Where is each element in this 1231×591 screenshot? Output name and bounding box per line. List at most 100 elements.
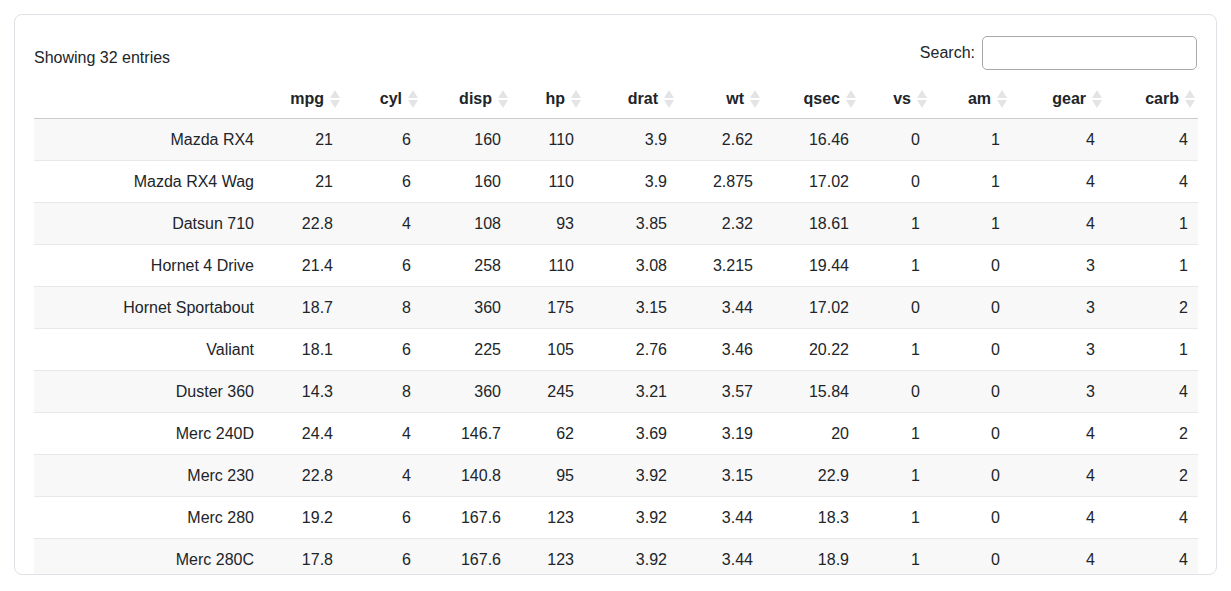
data-cell: 2.875 xyxy=(677,161,763,203)
data-cell: 4 xyxy=(343,455,421,497)
column-header-disp[interactable]: disp xyxy=(421,81,511,119)
column-header-carb[interactable]: carb xyxy=(1105,81,1198,119)
table-row: Merc 28019.26167.61233.923.4418.31044 xyxy=(34,497,1198,539)
data-cell: 167.6 xyxy=(421,497,511,539)
data-cell: 3 xyxy=(1010,287,1105,329)
search-input[interactable] xyxy=(982,36,1197,70)
data-cell: 95 xyxy=(511,455,584,497)
data-cell: 0 xyxy=(859,161,930,203)
column-header-wt[interactable]: wt xyxy=(677,81,763,119)
data-cell: 160 xyxy=(421,161,511,203)
row-name-cell: Hornet 4 Drive xyxy=(34,245,264,287)
data-cell: 17.02 xyxy=(763,287,859,329)
table-row: Mazda RX42161601103.92.6216.460144 xyxy=(34,119,1198,161)
data-cell: 6 xyxy=(343,497,421,539)
data-cell: 0 xyxy=(930,455,1010,497)
data-cell: 123 xyxy=(511,497,584,539)
table-row: Merc 280C17.86167.61233.923.4418.91044 xyxy=(34,539,1198,576)
data-cell: 1 xyxy=(930,203,1010,245)
column-label: qsec xyxy=(804,89,840,108)
data-cell: 0 xyxy=(930,497,1010,539)
data-cell: 93 xyxy=(511,203,584,245)
data-cell: 0 xyxy=(859,287,930,329)
sort-both-icon xyxy=(663,90,675,108)
data-cell: 1 xyxy=(1105,203,1198,245)
column-label: wt xyxy=(726,89,744,108)
data-cell: 14.3 xyxy=(264,371,343,413)
data-cell: 4 xyxy=(1105,497,1198,539)
column-header-qsec[interactable]: qsec xyxy=(763,81,859,119)
data-cell: 4 xyxy=(343,413,421,455)
data-cell: 3.92 xyxy=(584,455,677,497)
data-cell: 110 xyxy=(511,245,584,287)
column-header-gear[interactable]: gear xyxy=(1010,81,1105,119)
search-label: Search: xyxy=(920,44,975,62)
data-cell: 0 xyxy=(930,539,1010,576)
data-cell: 3 xyxy=(1010,371,1105,413)
data-cell: 21 xyxy=(264,119,343,161)
sort-both-icon xyxy=(497,90,509,108)
data-cell: 4 xyxy=(1010,539,1105,576)
row-name-column-header xyxy=(34,81,264,119)
column-header-mpg[interactable]: mpg xyxy=(264,81,343,119)
data-cell: 3.92 xyxy=(584,497,677,539)
data-cell: 0 xyxy=(930,371,1010,413)
data-cell: 0 xyxy=(930,413,1010,455)
data-cell: 21 xyxy=(264,161,343,203)
column-label: am xyxy=(968,89,991,108)
data-cell: 1 xyxy=(859,329,930,371)
table-row: Hornet Sportabout18.783601753.153.4417.0… xyxy=(34,287,1198,329)
data-cell: 123 xyxy=(511,539,584,576)
column-header-cyl[interactable]: cyl xyxy=(343,81,421,119)
data-cell: 3.9 xyxy=(584,161,677,203)
table-row: Merc 23022.84140.8953.923.1522.91042 xyxy=(34,455,1198,497)
data-cell: 3.57 xyxy=(677,371,763,413)
data-cell: 3.85 xyxy=(584,203,677,245)
data-cell: 3.08 xyxy=(584,245,677,287)
column-header-drat[interactable]: drat xyxy=(584,81,677,119)
data-cell: 3 xyxy=(1010,329,1105,371)
table-row: Duster 36014.383602453.213.5715.840034 xyxy=(34,371,1198,413)
data-cell: 110 xyxy=(511,161,584,203)
data-cell: 3.21 xyxy=(584,371,677,413)
data-cell: 2 xyxy=(1105,413,1198,455)
data-cell: 2.32 xyxy=(677,203,763,245)
data-cell: 24.4 xyxy=(264,413,343,455)
data-cell: 6 xyxy=(343,329,421,371)
entries-info: Showing 32 entries xyxy=(34,39,170,67)
sort-both-icon xyxy=(749,90,761,108)
data-cell: 3.15 xyxy=(584,287,677,329)
data-cell: 4 xyxy=(343,203,421,245)
data-cell: 360 xyxy=(421,287,511,329)
data-cell: 1 xyxy=(1105,329,1198,371)
data-cell: 3.44 xyxy=(677,539,763,576)
data-cell: 3.69 xyxy=(584,413,677,455)
data-cell: 2.76 xyxy=(584,329,677,371)
data-cell: 1 xyxy=(859,497,930,539)
sort-both-icon xyxy=(570,90,582,108)
data-cell: 3.15 xyxy=(677,455,763,497)
sort-both-icon xyxy=(845,90,857,108)
sort-both-icon xyxy=(329,90,341,108)
header-row: mpgcyldisphpdrat wt qsecvs amgearcarb xyxy=(34,81,1198,119)
data-cell: 140.8 xyxy=(421,455,511,497)
row-name-cell: Merc 230 xyxy=(34,455,264,497)
data-cell: 3.46 xyxy=(677,329,763,371)
page: Showing 32 entries Search: mpgcyldisphpd… xyxy=(0,0,1231,591)
data-cell: 1 xyxy=(930,161,1010,203)
data-cell: 15.84 xyxy=(763,371,859,413)
data-cell: 18.61 xyxy=(763,203,859,245)
data-cell: 6 xyxy=(343,119,421,161)
data-cell: 4 xyxy=(1105,371,1198,413)
row-name-cell: Duster 360 xyxy=(34,371,264,413)
column-header-am[interactable]: am xyxy=(930,81,1010,119)
data-cell: 62 xyxy=(511,413,584,455)
table-body: Mazda RX42161601103.92.6216.460144Mazda … xyxy=(34,119,1198,576)
column-header-hp[interactable]: hp xyxy=(511,81,584,119)
column-header-vs[interactable]: vs xyxy=(859,81,930,119)
data-cell: 4 xyxy=(1010,119,1105,161)
data-cell: 0 xyxy=(930,287,1010,329)
table-toolbar: Showing 32 entries Search: xyxy=(34,15,1197,70)
data-cell: 146.7 xyxy=(421,413,511,455)
row-name-cell: Datsun 710 xyxy=(34,203,264,245)
